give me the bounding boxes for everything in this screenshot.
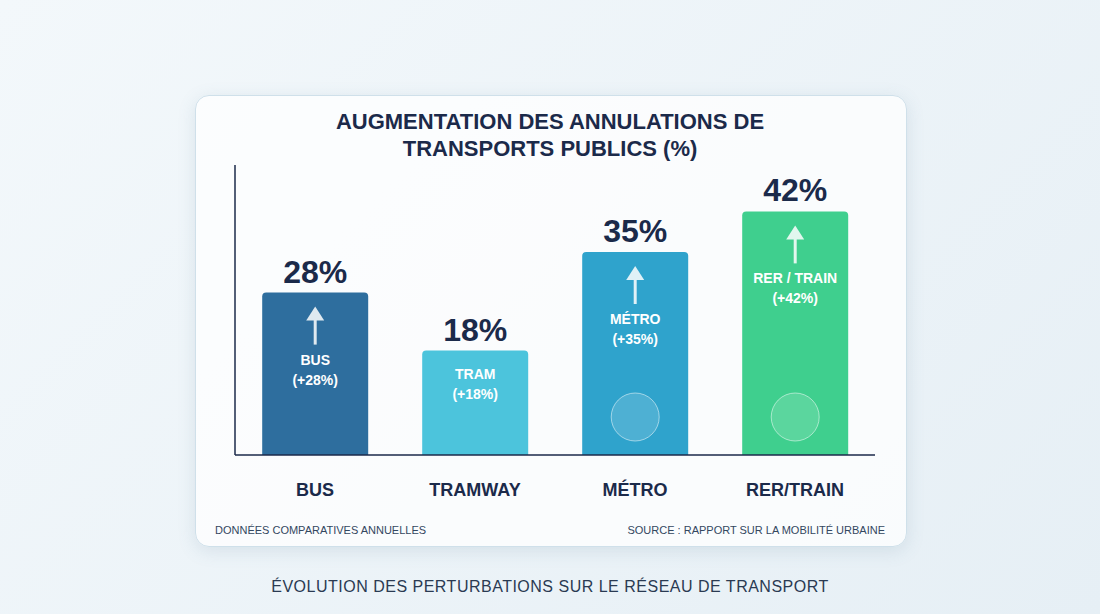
html-text:AUGMENTATION DES ANNULATIONS D: AUGMENTATION DES ANNULATIONS DE [335,109,765,134]
html-text:TRANSPORTS PUBLICS (%): TRANSPORTS PUBLICS (%) [402,136,698,161]
svg-text:MÉTRO: MÉTRO [603,479,668,500]
html-text:ÉVOLUTION DES PERTURBATIONS SU: ÉVOLUTION DES PERTURBATIONS SUR LE RÉSEA… [271,578,829,595]
svg-text:MÉTRO: MÉTRO [610,311,661,327]
svg-text:42%: 42% [763,172,827,208]
svg-text:BUS: BUS [296,480,334,500]
svg-text:(+42%): (+42%) [772,290,818,306]
svg-text:28%: 28% [283,254,347,290]
svg-text:BUS: BUS [300,352,330,368]
html-text:DONNÉES COMPARATIVES ANNUELLES: DONNÉES COMPARATIVES ANNUELLES [215,524,427,536]
svg-text:(+28%): (+28%) [292,372,338,388]
svg-text:(+18%): (+18%) [452,386,498,402]
svg-text:TRAM: TRAM [455,366,495,382]
svg-text:35%: 35% [603,213,667,249]
html-text:SOURCE : RAPPORT SUR LA MOBILI: SOURCE : RAPPORT SUR LA MOBILITÉ URBAINE [627,524,885,536]
svg-text:18%: 18% [443,312,507,348]
svg-text:RER / TRAIN: RER / TRAIN [753,270,837,286]
svg-text:(+35%): (+35%) [612,331,658,347]
svg-text:RER/TRAIN: RER/TRAIN [746,480,844,500]
svg-text:TRAMWAY: TRAMWAY [429,480,520,500]
